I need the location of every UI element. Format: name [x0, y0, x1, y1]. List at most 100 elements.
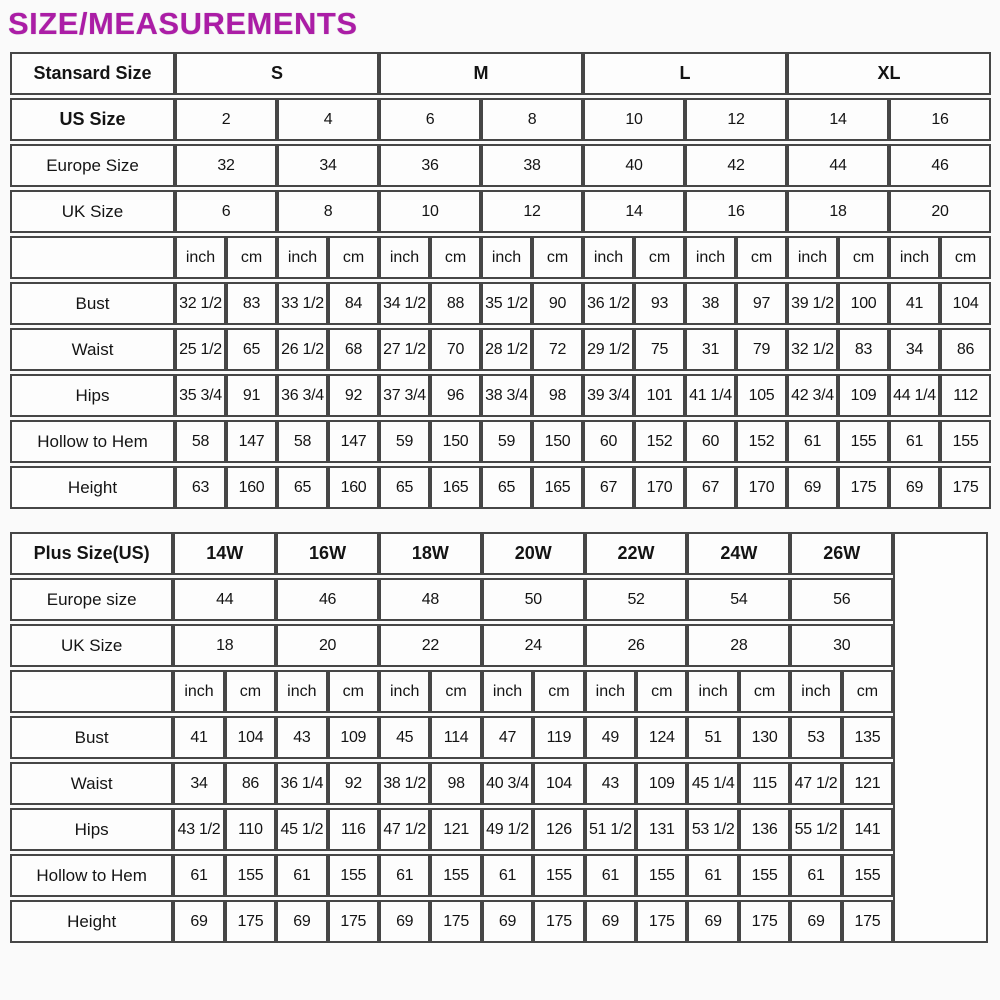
unit-cell: inch	[481, 670, 534, 713]
corner-label: Plus Size(US)	[10, 532, 174, 575]
value-cell: 60	[685, 420, 737, 463]
unit-cell: cm	[224, 670, 277, 713]
unit-cell: cm	[532, 236, 584, 279]
value-cell: 155	[738, 854, 791, 897]
unit-cell: inch	[787, 236, 839, 279]
value-cell: 65	[481, 466, 533, 509]
unit-cell: cm	[636, 670, 688, 713]
value-cell: 152	[634, 420, 686, 463]
value-cell: 38	[685, 282, 737, 325]
size-cell: 56	[790, 578, 894, 621]
row-label: Bust	[10, 282, 175, 325]
value-cell: 45 1/4	[687, 762, 739, 805]
value-cell: 100	[838, 282, 890, 325]
size-cell: 14	[787, 98, 890, 141]
value-cell: 25 1/2	[175, 328, 226, 371]
row-label: Height	[10, 900, 174, 943]
row-label: Waist	[10, 328, 175, 371]
value-cell: 34 1/2	[379, 282, 431, 325]
value-cell: 61	[889, 420, 941, 463]
value-cell: 47 1/2	[790, 762, 842, 805]
value-cell: 36 1/4	[276, 762, 328, 805]
row-label: Bust	[10, 716, 174, 759]
value-cell: 155	[636, 854, 688, 897]
value-cell: 175	[430, 900, 482, 943]
value-cell: 98	[532, 374, 584, 417]
unit-cell: inch	[175, 236, 226, 279]
size-cell: 20	[276, 624, 379, 667]
value-cell: 69	[889, 466, 941, 509]
value-cell: 175	[636, 900, 688, 943]
value-cell: 109	[838, 374, 890, 417]
value-cell: 31	[685, 328, 737, 371]
size-cell: 16	[685, 190, 788, 233]
value-cell: 109	[327, 716, 379, 759]
unit-cell: inch	[790, 670, 842, 713]
value-cell: 49 1/2	[481, 808, 534, 851]
size-group-cell: 24W	[687, 532, 791, 575]
size-cell: 44	[787, 144, 890, 187]
size-cell: 26	[584, 624, 688, 667]
value-cell: 155	[841, 854, 894, 897]
value-cell: 44 1/4	[889, 374, 941, 417]
size-cell: 42	[685, 144, 788, 187]
row-label: Hips	[10, 374, 175, 417]
size-cell: 44	[173, 578, 277, 621]
unit-cell: cm	[226, 236, 277, 279]
value-cell: 61	[584, 854, 637, 897]
size-cell: 30	[790, 624, 894, 667]
size-cell: 6	[379, 98, 482, 141]
value-cell: 32 1/2	[175, 282, 226, 325]
plus-size-table: Plus Size(US) 14W 16W 18W 20W 22W 24W 26W Europe…	[10, 529, 988, 946]
size-cell: 54	[687, 578, 791, 621]
value-cell: 49	[584, 716, 637, 759]
size-group-cell: 22W	[584, 532, 688, 575]
value-cell: 160	[226, 466, 277, 509]
size-cell: 40	[583, 144, 686, 187]
value-cell: 86	[224, 762, 277, 805]
size-cell: 38	[481, 144, 584, 187]
value-cell: 97	[736, 282, 788, 325]
value-cell: 170	[634, 466, 686, 509]
value-cell: 136	[738, 808, 791, 851]
value-cell: 98	[430, 762, 482, 805]
value-cell: 155	[224, 854, 277, 897]
size-cell: 18	[173, 624, 277, 667]
value-cell: 83	[838, 328, 890, 371]
value-cell: 152	[736, 420, 788, 463]
unit-cell: cm	[430, 236, 482, 279]
row-label: Height	[10, 466, 175, 509]
value-cell: 92	[327, 762, 379, 805]
table-row: Hollow to Hem 58 147 58 147 59 150 59 150 60 152 60…	[10, 420, 992, 463]
size-cell: 10	[379, 190, 482, 233]
size-cell: 48	[378, 578, 482, 621]
value-cell: 65	[277, 466, 328, 509]
value-cell: 124	[636, 716, 688, 759]
value-cell: 59	[481, 420, 533, 463]
unit-cell: inch	[379, 236, 431, 279]
size-cell: 8	[277, 190, 380, 233]
value-cell: 34	[889, 328, 941, 371]
standard-size-table: Stansard Size S M L XL US Size 2 4 6 8 10 12 14 16 Eur…	[10, 49, 992, 512]
value-cell: 175	[533, 900, 585, 943]
table-row: UK Size 6 8 10 12 14 16 18 20	[10, 190, 992, 233]
value-cell: 53	[790, 716, 842, 759]
value-cell: 115	[738, 762, 791, 805]
value-cell: 155	[940, 420, 992, 463]
value-cell: 61	[173, 854, 225, 897]
table-row: US Size 2 4 6 8 10 12 14 16	[10, 98, 992, 141]
size-group-cell: XL	[787, 52, 992, 95]
value-cell: 45 1/2	[276, 808, 328, 851]
table-row: Hollow to Hem 61 155 61 155 61 155 61 155 61 155 61…	[10, 854, 988, 897]
table-row: Europe size 44 46 48 50 52 54 56	[10, 578, 988, 621]
value-cell: 92	[328, 374, 380, 417]
value-cell: 170	[736, 466, 788, 509]
table-row: Europe Size 32 34 36 38 40 42 44 46	[10, 144, 992, 187]
row-label: US Size	[10, 98, 175, 141]
unit-cell: cm	[940, 236, 992, 279]
value-cell: 91	[226, 374, 277, 417]
value-cell: 121	[430, 808, 482, 851]
value-cell: 104	[533, 762, 585, 805]
unit-cell: inch	[687, 670, 739, 713]
value-cell: 110	[224, 808, 277, 851]
